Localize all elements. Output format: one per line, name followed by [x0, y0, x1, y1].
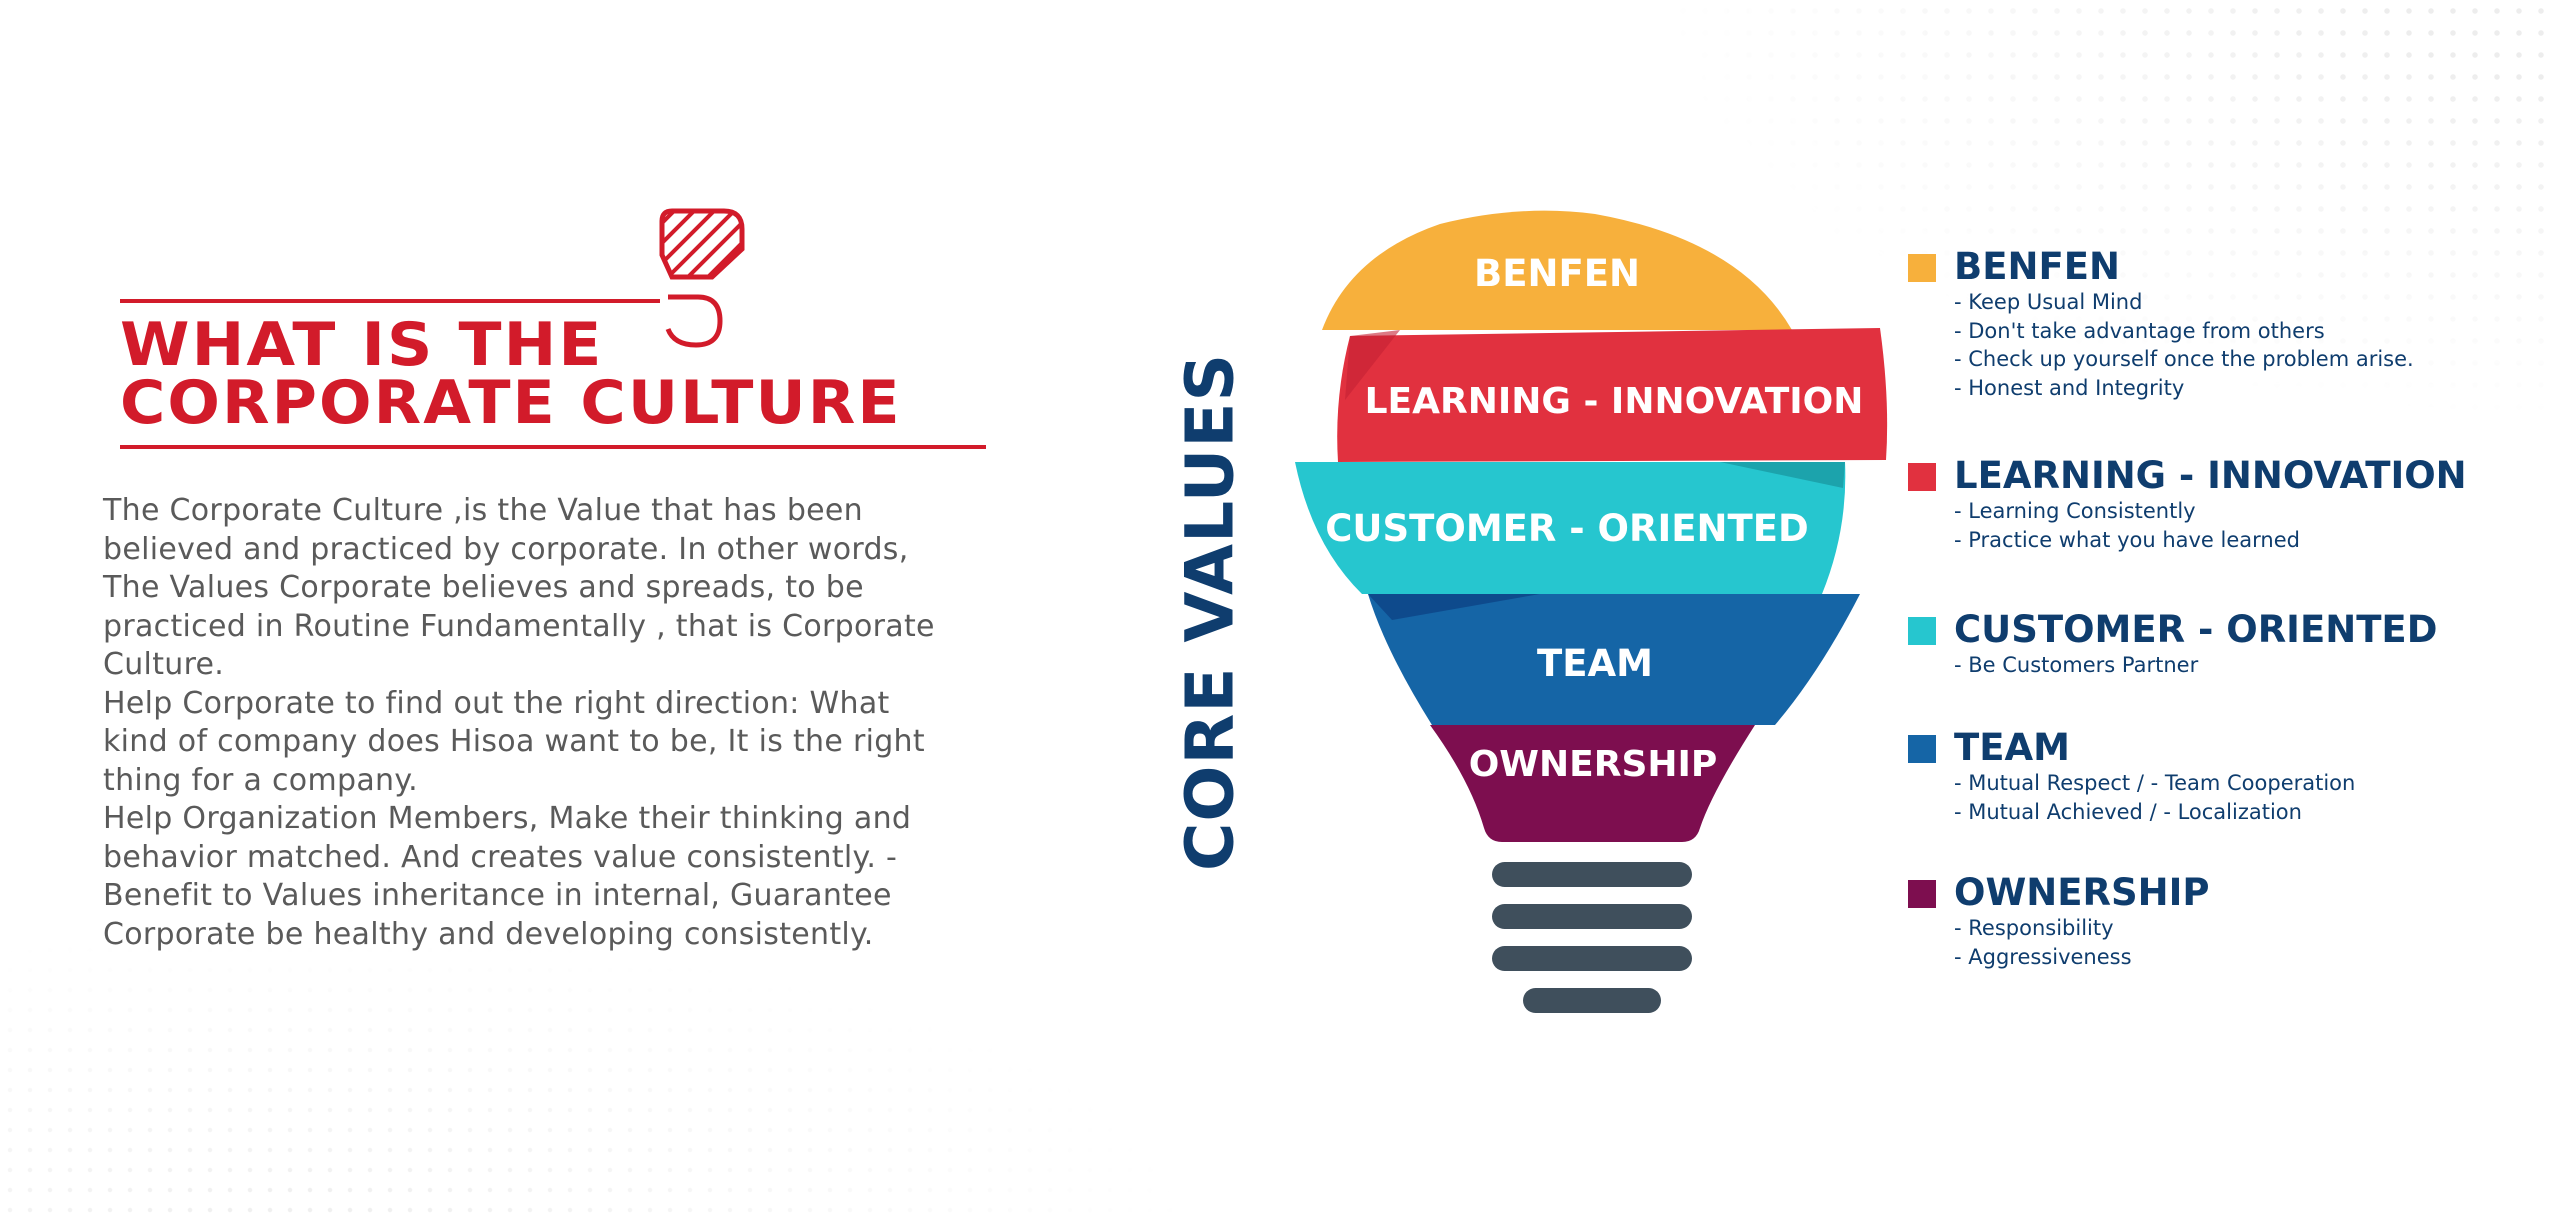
intro-line: Help Organization Members, Make their th… — [103, 801, 912, 836]
legend-item: - Learning Consistently — [1954, 499, 2196, 523]
title-rule-top — [120, 299, 660, 303]
bulb-label-ownership: OWNERSHIP — [1469, 744, 1718, 785]
legend-title: BENFEN — [1954, 245, 2120, 288]
intro-line: Benefit to Values inheritance in interna… — [103, 878, 892, 913]
intro-line: behavior matched. And creates value cons… — [103, 839, 898, 875]
legend-item-list: - Keep Usual Mind - Don't take advantage… — [1954, 288, 2414, 402]
bulb-base-bar — [1492, 862, 1692, 887]
legend-item-list: - Be Customers Partner — [1954, 651, 2198, 680]
bulb-segment-learning-innovation — [1337, 328, 1888, 462]
legend-swatch — [1908, 735, 1936, 763]
bulb-label-benfen: BENFEN — [1474, 252, 1640, 295]
bulb-segment-customer-oriented — [1295, 462, 1846, 594]
legend-item: - Mutual Achieved / - Localization — [1954, 799, 2302, 824]
legend-item: - Mutual Respect / - Team Cooperation — [1954, 771, 2356, 795]
intro-line: The Corporate Culture ,is the Value that… — [103, 493, 863, 528]
title-rule-bottom — [120, 445, 986, 449]
bulb-label-team: TEAM — [1537, 642, 1653, 685]
legend-item-list: - Responsibility - Aggressiveness — [1954, 914, 2132, 971]
legend-title: LEARNING - INNOVATION — [1954, 454, 2467, 497]
legend-item: - Aggressiveness — [1954, 944, 2132, 969]
intro-line: kind of company does Hisoa want to be, I… — [103, 724, 925, 759]
bulb-label-customer-oriented: CUSTOMER - ORIENTED — [1325, 507, 1808, 550]
bulb-segment-learning-innovation-shade — [1345, 330, 1400, 400]
legend-title: OWNERSHIP — [1954, 871, 2210, 914]
page-title-line-2: CORPORATE CULTURE — [120, 368, 902, 438]
intro-line: Corporate be healthy and developing cons… — [103, 916, 874, 952]
bulb-segment-customer-oriented-shade — [1720, 462, 1845, 488]
legend-swatch — [1908, 463, 1936, 491]
bulb-base-bar — [1492, 946, 1692, 971]
logo-mark-icon — [659, 208, 745, 348]
legend-item: - Honest and Integrity — [1954, 375, 2185, 400]
legend-title: TEAM — [1954, 726, 2070, 769]
legend-item-list: - Mutual Respect / - Team Cooperation - … — [1954, 769, 2355, 826]
legend-swatch — [1908, 880, 1936, 908]
legend-item: - Don't take advantage from others — [1954, 318, 2325, 343]
bulb-label-learning-innovation: LEARNING - INNOVATION — [1365, 381, 1864, 422]
legend-item: - Keep Usual Mind — [1954, 290, 2143, 314]
intro-line: thing for a company. — [103, 762, 418, 798]
page-title-line-1: WHAT IS THE — [120, 310, 604, 380]
intro-line: Culture. — [103, 647, 225, 682]
legend-item: - Check up yourself once the problem ari… — [1954, 347, 2414, 371]
legend-swatch — [1908, 617, 1936, 645]
legend-item: - Responsibility — [1954, 916, 2114, 940]
bulb-base-bar — [1523, 988, 1661, 1013]
intro-line: believed and practiced by corporate. In … — [103, 531, 909, 567]
legend-item: - Practice what you have learned — [1954, 527, 2300, 552]
bulb-segment-benfen — [1322, 210, 1792, 330]
bulb-segment-team — [1368, 594, 1860, 725]
intro-line: The Values Corporate believes and spread… — [103, 570, 864, 605]
bulb-segment-team-shade — [1368, 594, 1540, 620]
bulb-base-bar — [1492, 904, 1692, 929]
legend-item: - Be Customers Partner — [1954, 653, 2199, 677]
intro-line: Help Corporate to find out the right dir… — [103, 685, 890, 721]
title-block: WHAT IS THE CORPORATE CULTURE — [120, 205, 986, 455]
bulb-segment-ownership — [1430, 725, 1755, 842]
legend-title: CUSTOMER - ORIENTED — [1954, 608, 2438, 651]
legend-item-list: - Learning Consistently - Practice what … — [1954, 497, 2300, 554]
legend-swatch — [1908, 254, 1936, 282]
intro-line: practiced in Routine Fundamentally , tha… — [103, 608, 935, 644]
intro-paragraph: The Corporate Culture ,is the Value that… — [103, 492, 1003, 954]
